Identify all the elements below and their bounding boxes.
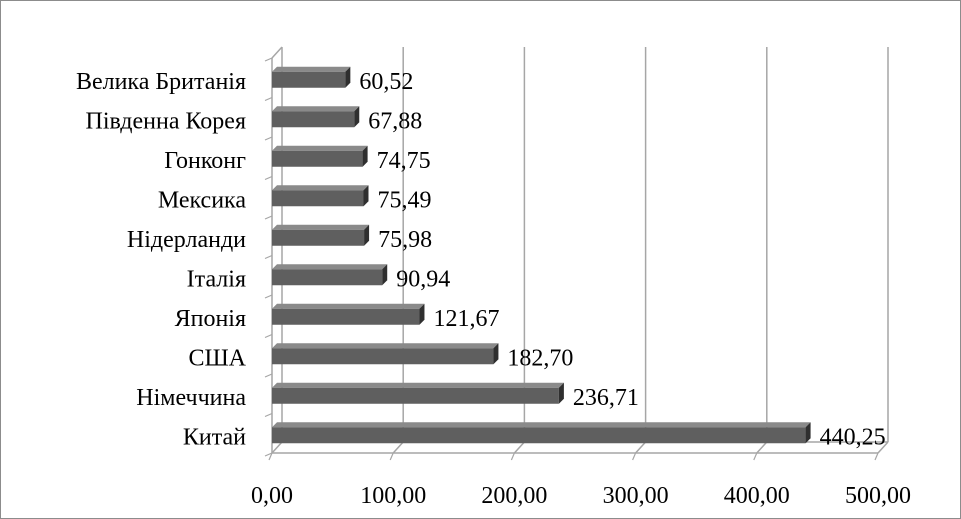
y-tick — [264, 254, 273, 260]
y-tick — [264, 452, 273, 457]
bar — [272, 190, 364, 207]
bar-side-face — [354, 106, 360, 128]
floor-line — [756, 441, 768, 454]
x-tick — [268, 452, 273, 461]
bar-top-face — [272, 66, 351, 72]
bar-side-face — [364, 224, 370, 246]
category-label: Італія — [187, 266, 246, 292]
x-tick — [510, 452, 515, 461]
bar-side-face — [363, 185, 369, 207]
x-tick — [874, 452, 879, 461]
bar-top-face — [272, 264, 388, 270]
floor-line — [635, 441, 647, 454]
category-label: Японія — [175, 306, 246, 332]
bar — [272, 308, 420, 325]
bar-top-face — [272, 422, 811, 428]
bar — [272, 269, 383, 286]
bar-top-face — [272, 382, 564, 388]
bar-side-face — [382, 264, 388, 286]
bar — [272, 427, 806, 444]
x-tick-label: 0,00 — [251, 483, 293, 509]
bar-side-face — [493, 343, 499, 365]
data-label: 90,94 — [396, 266, 450, 292]
x-tick-label: 200,00 — [481, 483, 547, 509]
floor-line — [877, 441, 889, 454]
bar — [272, 348, 494, 365]
bar-top-face — [272, 343, 499, 349]
x-tick-label: 400,00 — [724, 483, 790, 509]
x-tick-label: 100,00 — [360, 483, 426, 509]
category-label: Китай — [183, 424, 246, 450]
y-tick — [264, 57, 273, 62]
data-label: 440,25 — [820, 424, 886, 450]
data-label: 75,49 — [377, 187, 431, 213]
category-label: Гонконг — [164, 148, 246, 174]
bar-side-face — [345, 66, 351, 88]
category-label: Мексика — [158, 187, 247, 213]
floor-line — [513, 441, 525, 454]
y-tick — [264, 333, 273, 339]
bar-top-face — [272, 224, 370, 230]
bar-top-face — [272, 106, 360, 112]
bar-top-face — [272, 303, 425, 309]
y-tick — [264, 175, 273, 181]
bar — [272, 229, 365, 246]
data-label: 236,71 — [573, 385, 639, 411]
x-tick — [389, 452, 394, 461]
category-label: США — [188, 345, 246, 371]
data-label: 60,52 — [359, 69, 413, 95]
y-tick — [264, 373, 273, 378]
gridlines — [271, 47, 889, 454]
category-label: Німеччина — [136, 385, 246, 411]
data-label: 74,75 — [377, 148, 431, 174]
bar-top-face — [272, 145, 368, 151]
category-label: Велика Британія — [76, 69, 246, 95]
data-label: 75,98 — [378, 227, 432, 253]
category-label: Південна Корея — [86, 108, 246, 134]
y-tick — [264, 294, 273, 299]
bar-side-face — [558, 382, 564, 404]
bars — [272, 66, 811, 444]
x-tick-label: 300,00 — [603, 483, 669, 509]
y-tick — [264, 412, 273, 418]
x-tick — [753, 452, 758, 461]
y-tick — [264, 136, 273, 141]
bar-side-face — [805, 422, 811, 444]
y-axis-top — [271, 46, 283, 59]
data-label: 121,67 — [433, 306, 499, 332]
floor-line — [271, 441, 283, 454]
bar-side-face — [362, 145, 368, 167]
bar — [272, 150, 363, 167]
data-label: 182,70 — [507, 345, 573, 371]
bar — [272, 387, 559, 404]
category-labels: Велика Британія Південна Корея Гонконг Мекс… — [76, 69, 247, 451]
y-tick — [264, 215, 273, 220]
x-tick-labels: 0,00 100,00 200,00 300,00 400,00 500,00 — [251, 483, 911, 509]
bar-side-face — [419, 303, 425, 325]
data-label: 67,88 — [368, 108, 422, 134]
floor-line — [392, 441, 404, 454]
value-labels: 60,52 67,88 74,75 75,49 75,98 90,94 121,67 182,… — [359, 69, 885, 451]
category-label: Нідерланди — [127, 227, 246, 253]
bar-top-face — [272, 185, 369, 191]
x-tick — [632, 452, 637, 461]
x-tick-label: 500,00 — [845, 483, 911, 509]
y-tick — [264, 96, 273, 102]
bar — [272, 111, 355, 128]
bar — [272, 71, 346, 88]
